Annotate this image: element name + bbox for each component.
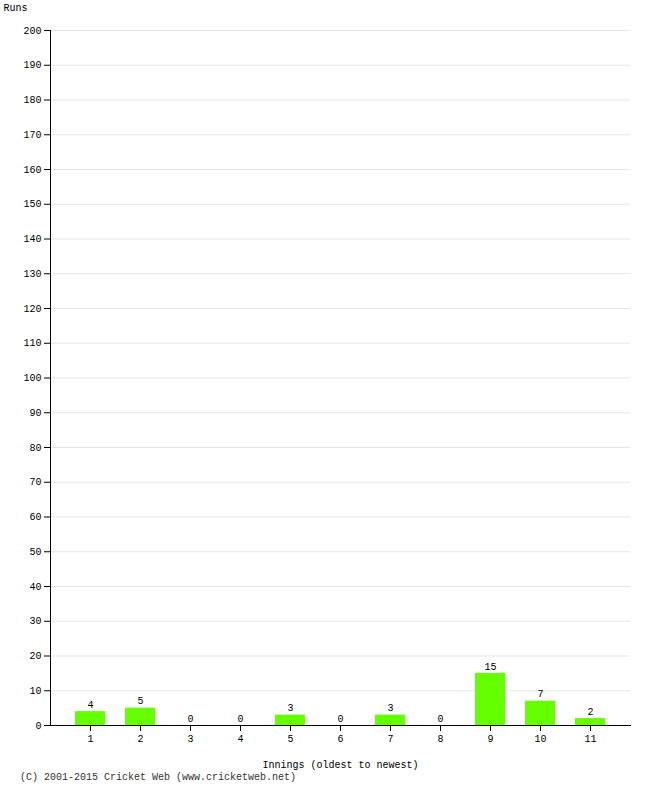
svg-text:3: 3 [287, 703, 293, 714]
svg-text:3: 3 [187, 734, 193, 745]
svg-text:130: 130 [23, 269, 41, 280]
svg-text:50: 50 [29, 547, 41, 558]
svg-text:7: 7 [387, 734, 393, 745]
svg-text:5: 5 [287, 734, 293, 745]
svg-text:3: 3 [387, 703, 393, 714]
svg-text:Runs: Runs [4, 3, 28, 14]
svg-text:120: 120 [23, 304, 41, 315]
svg-text:180: 180 [23, 95, 41, 106]
svg-text:7: 7 [537, 689, 543, 700]
svg-text:6: 6 [337, 734, 343, 745]
svg-text:0: 0 [437, 714, 443, 725]
svg-text:11: 11 [584, 734, 596, 745]
svg-text:140: 140 [23, 234, 41, 245]
svg-text:5: 5 [137, 696, 143, 707]
svg-text:10: 10 [534, 734, 546, 745]
html-text:(C) 2001-2015 Cricket Web (www: (C) 2001-2015 Cricket Web (www.cricketwe… [20, 772, 296, 783]
svg-text:20: 20 [29, 651, 41, 662]
svg-text:0: 0 [35, 721, 41, 732]
svg-text:8: 8 [437, 734, 443, 745]
svg-text:80: 80 [29, 443, 41, 454]
svg-text:90: 90 [29, 408, 41, 419]
svg-text:0: 0 [237, 714, 243, 725]
svg-text:40: 40 [29, 582, 41, 593]
svg-text:70: 70 [29, 477, 41, 488]
svg-text:160: 160 [23, 165, 41, 176]
svg-text:2: 2 [137, 734, 143, 745]
svg-text:1: 1 [87, 734, 93, 745]
svg-text:10: 10 [29, 686, 41, 697]
svg-text:15: 15 [484, 662, 496, 673]
svg-text:30: 30 [29, 616, 41, 627]
svg-text:200: 200 [23, 26, 41, 37]
svg-text:4: 4 [87, 700, 93, 711]
svg-text:110: 110 [23, 338, 41, 349]
svg-text:190: 190 [23, 60, 41, 71]
svg-text:0: 0 [337, 714, 343, 725]
svg-text:170: 170 [23, 130, 41, 141]
svg-text:Innings (oldest to newest): Innings (oldest to newest) [262, 760, 418, 771]
svg-text:4: 4 [237, 734, 243, 745]
svg-text:150: 150 [23, 199, 41, 210]
svg-text:2: 2 [587, 707, 593, 718]
svg-text:60: 60 [29, 512, 41, 523]
svg-text:9: 9 [487, 734, 493, 745]
svg-text:0: 0 [187, 714, 193, 725]
svg-text:100: 100 [23, 373, 41, 384]
